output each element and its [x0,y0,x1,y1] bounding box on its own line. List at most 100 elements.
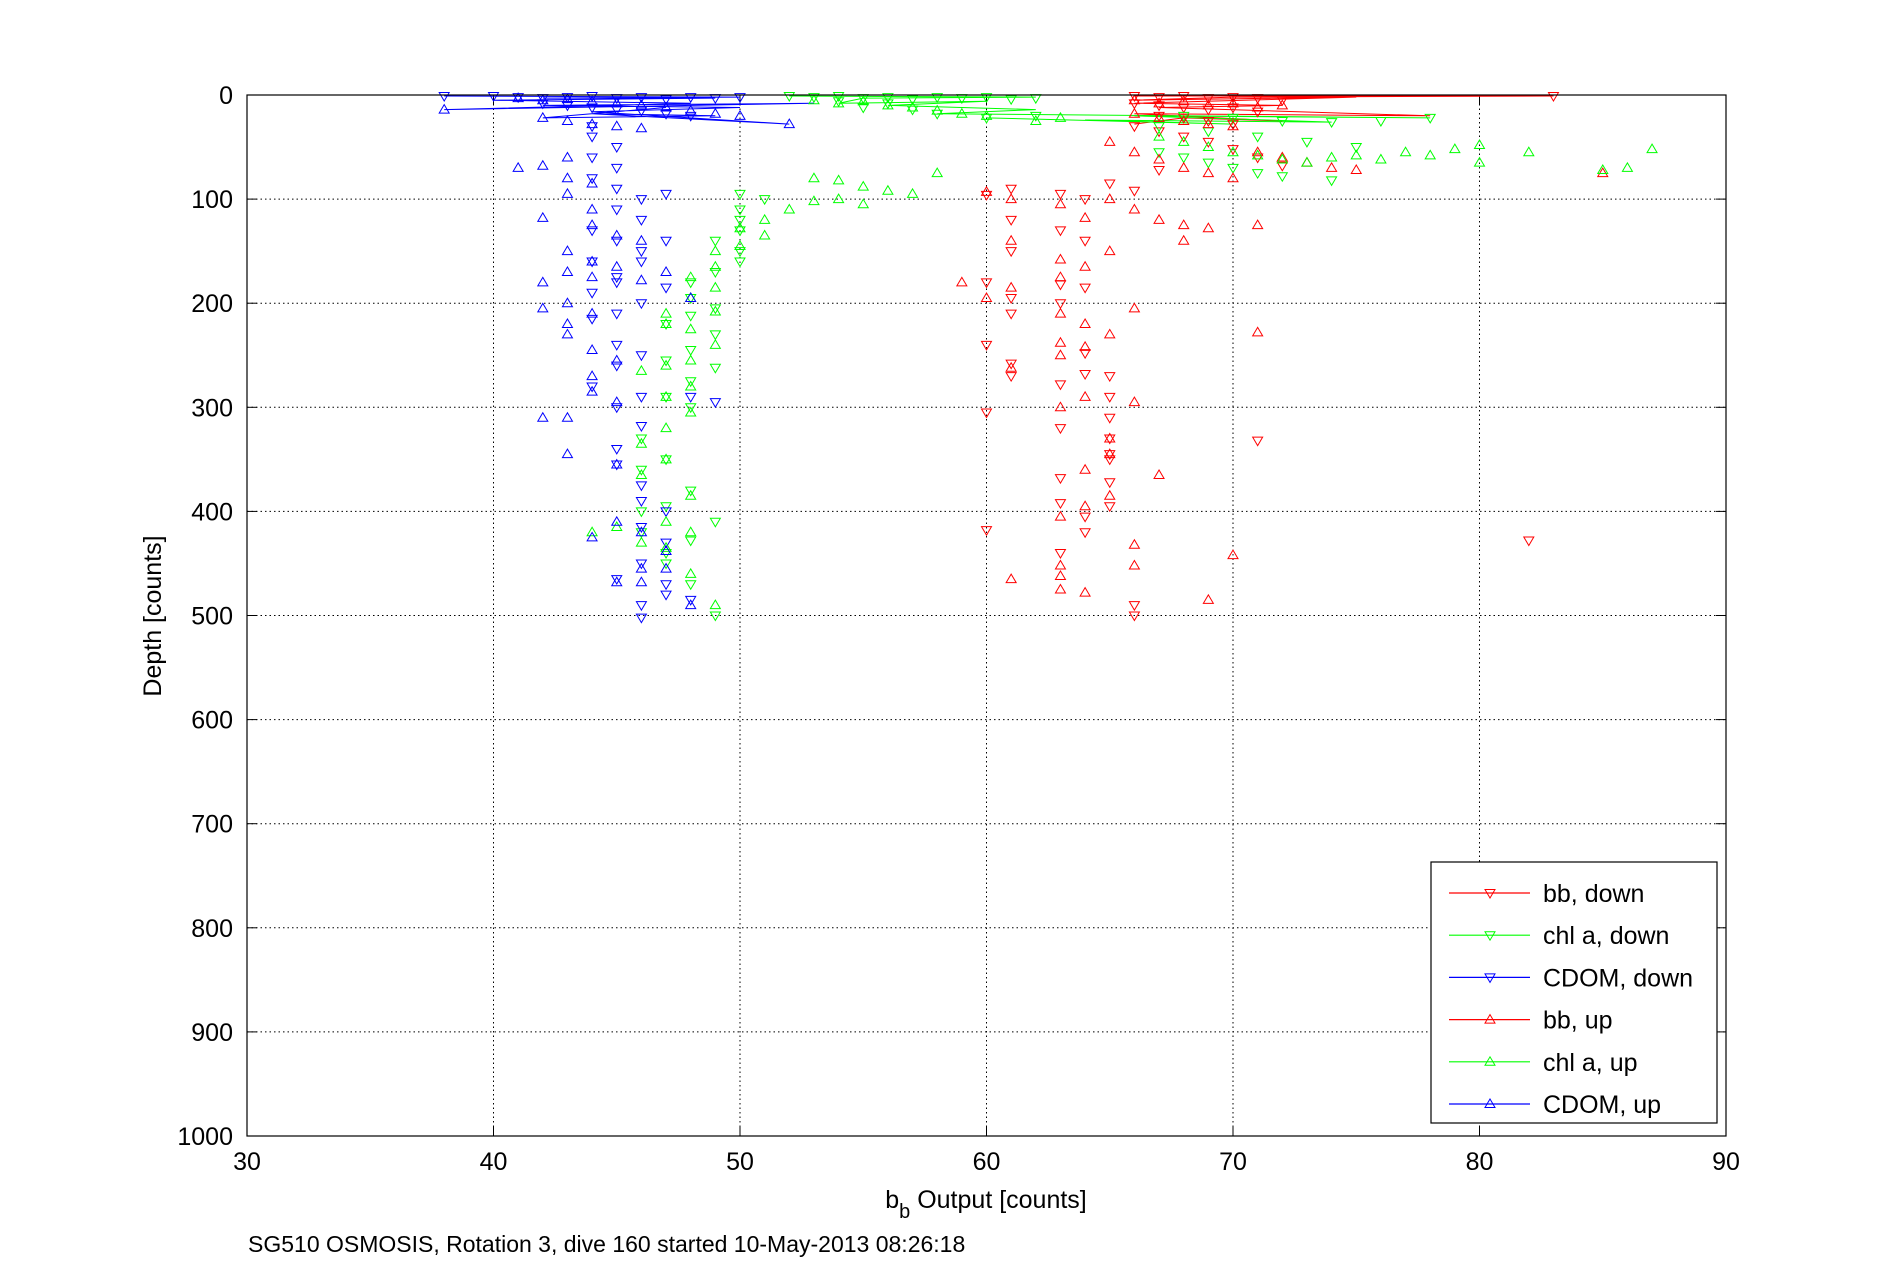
data-point [1128,94,1141,105]
y-tick-label: 900 [191,1019,233,1047]
data-point [610,460,623,471]
data-point [660,455,672,466]
data-point [1054,253,1067,264]
data-point [808,195,820,206]
data-point [709,304,722,315]
data-point [1325,176,1338,187]
data-point [1054,583,1067,594]
data-point [660,189,672,200]
data-point [1596,163,1609,174]
data-point [1202,118,1215,129]
data-point [1350,143,1363,154]
data-point [1079,211,1091,222]
data-point [610,229,623,240]
data-point [882,184,894,195]
data-point [1103,432,1116,443]
data-point [1227,103,1239,114]
data-point [906,95,919,106]
data-point [1177,115,1190,126]
data-point [1103,328,1116,339]
data-point [561,448,574,459]
data-point [660,318,672,329]
data-point [561,101,574,112]
data-point [1079,512,1091,523]
data-point [536,411,549,422]
data-point [1202,105,1215,116]
data-point [586,118,598,129]
data-point [1177,103,1190,114]
data-point [1202,117,1215,128]
data-point [1251,107,1264,118]
data-point [1251,326,1264,337]
data-point [734,257,746,268]
data-point [660,109,672,120]
data-point [586,526,598,537]
data-point [635,576,648,587]
data-point [931,167,944,178]
data-point [1153,468,1165,479]
data-point [758,195,771,206]
data-point [684,323,697,334]
data-point [635,523,648,534]
legend-entry: bb, up [1449,1007,1613,1035]
data-point [1005,234,1018,245]
data-point [1227,97,1239,108]
data-point [1054,198,1067,209]
data-point [586,226,598,237]
data-point [438,103,451,114]
series-line [444,95,815,125]
data-point [660,95,672,106]
data-point [1054,549,1067,560]
x-axis-label-rest: Output [counts] [910,1186,1087,1214]
legend-label: chl a, down [1543,922,1669,950]
data-point [1103,193,1116,204]
y-tick-label: 800 [191,915,233,943]
data-point [1054,559,1067,570]
data-point [1128,107,1141,118]
data-point [1473,156,1486,167]
data-point [1128,203,1141,214]
data-point [635,106,648,117]
data-point [1079,463,1091,474]
data-point [980,185,993,196]
data-point [684,595,697,606]
data-point [660,422,672,433]
data-point [660,515,672,526]
data-point [635,195,648,206]
data-point [709,330,722,341]
data-point [1005,193,1018,204]
data-point [660,320,672,331]
data-point [1276,172,1289,183]
data-point [1128,396,1141,407]
y-tick-label: 200 [191,290,233,318]
data-point [709,599,722,610]
data-point [1128,559,1141,570]
data-point [1251,169,1264,180]
data-point [610,354,623,365]
data-point [1054,226,1067,237]
data-point [980,93,993,104]
data-point [684,486,697,497]
data-point [1079,340,1091,351]
data-point [980,340,993,351]
data-point [684,392,697,403]
data-point [536,159,549,170]
data-point [1153,213,1165,224]
x-axis-label-main: b [885,1186,899,1214]
data-point [635,434,648,445]
legend-marker [1484,1013,1496,1024]
data-point [980,113,993,124]
data-point [1079,390,1091,401]
data-point [586,307,598,318]
data-point [635,274,648,285]
data-point [1128,92,1141,103]
data-point [832,92,845,103]
data-point [635,422,648,433]
data-point [1079,283,1091,294]
data-point [1325,151,1338,162]
data-point [586,370,598,381]
data-point [561,318,574,329]
data-point [709,517,722,528]
data-point [734,215,746,226]
data-point [610,163,623,174]
